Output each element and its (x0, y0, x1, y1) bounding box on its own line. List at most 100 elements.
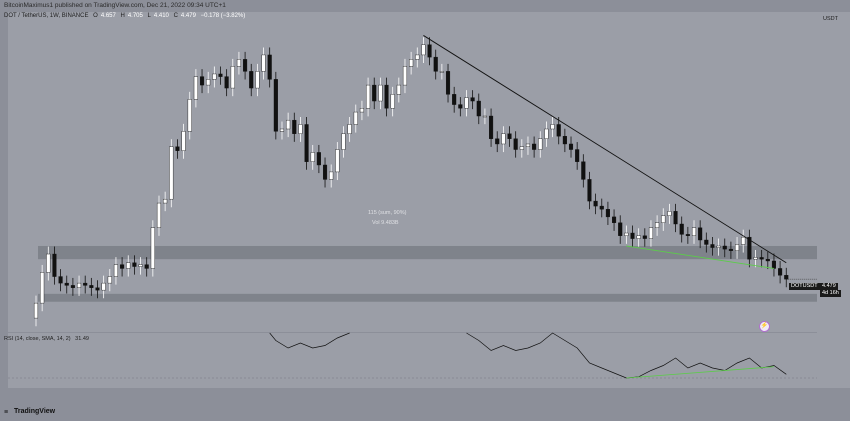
candle-body (673, 211, 678, 225)
candle-body (735, 244, 740, 251)
candle-body (581, 161, 586, 180)
candle-body (458, 104, 463, 109)
candle-body (691, 227, 697, 236)
candle-body (741, 236, 746, 245)
candle-body (218, 73, 223, 77)
last-price-text: 4.479 (822, 283, 836, 289)
candle-body (95, 287, 100, 291)
candle-body (77, 282, 82, 288)
descending-trendline (423, 35, 787, 264)
candle-body (698, 227, 703, 241)
candle-body (58, 276, 63, 284)
candle-body (532, 143, 537, 150)
price-axis[interactable]: USDT (817, 12, 850, 388)
candle-body (544, 128, 549, 139)
candle-body (187, 99, 192, 132)
candle-body (138, 264, 143, 267)
low-value: 4.410 (153, 13, 169, 19)
candle-body (747, 236, 752, 260)
candle-body (704, 239, 709, 245)
candle-body (464, 97, 469, 109)
candle-body (52, 253, 57, 277)
candle-body (556, 124, 561, 137)
candle-body (70, 285, 75, 288)
candle-body (445, 71, 451, 95)
candle-body (347, 124, 352, 134)
tradingview-logo-icon: ≡ (4, 409, 9, 416)
candle-body (716, 245, 721, 248)
candle-body (396, 84, 401, 95)
candle-body (489, 115, 494, 139)
candle-body (685, 234, 690, 236)
publisher-text: BitcoinMaximus1 published on TradingView… (4, 2, 226, 9)
candle-body (33, 302, 39, 319)
price-ticker-text: DOTUSDT (791, 283, 818, 289)
lightning-icon[interactable]: ⚡ (759, 321, 770, 332)
candle-body (341, 133, 346, 150)
open-value: 4.657 (100, 13, 116, 19)
volume-tooltip-line1: 115 (sum, 90%) (368, 210, 407, 216)
candle-body (378, 84, 383, 102)
high-value: 4.705 (127, 13, 143, 19)
candle-body (107, 276, 112, 284)
change-value: −0.178 (−3.82%) (200, 13, 246, 19)
candle-body (409, 59, 414, 67)
candle-body (771, 260, 776, 269)
candle-body (83, 282, 88, 286)
candle-body (249, 71, 254, 89)
publisher-bar: BitcoinMaximus1 published on TradingView… (0, 0, 850, 12)
candle-body (322, 164, 328, 180)
candle-body (778, 268, 783, 276)
volume-tooltip-line2: Vol 9.483B (372, 220, 399, 226)
candle-body (759, 257, 764, 260)
high-label: H (120, 13, 125, 19)
candle-body (372, 84, 377, 102)
candle-body (279, 128, 285, 132)
candle-body (612, 216, 617, 223)
candle-body (175, 146, 180, 151)
candle-body (753, 257, 758, 260)
candle-body (728, 248, 733, 251)
close-label: C (173, 13, 178, 19)
candle-body (501, 133, 506, 145)
candle-body (587, 179, 592, 202)
candle-body (630, 232, 635, 239)
candle-body (427, 44, 432, 58)
candle-body (156, 202, 162, 228)
candle-body (46, 253, 51, 273)
candle-body (40, 272, 45, 304)
support-trendline (626, 245, 775, 269)
candle-body (163, 198, 168, 204)
price-ticker-badge: DOTUSDT (789, 283, 820, 290)
candle-body (310, 152, 315, 162)
candle-body (568, 143, 574, 150)
time-axis[interactable] (8, 388, 817, 403)
candle-body (169, 146, 174, 200)
candle-body (193, 76, 198, 100)
candle-body (224, 76, 229, 89)
rsi-support-trendline (626, 366, 774, 379)
candle-body (243, 59, 248, 72)
support-zone (38, 293, 817, 302)
candle-body (765, 258, 770, 262)
close-value: 4.479 (180, 13, 196, 19)
axis-title: USDT (823, 16, 838, 22)
candle-body (722, 245, 727, 250)
candle-body (525, 143, 531, 147)
candle-body (255, 71, 260, 89)
candle-body (605, 208, 610, 218)
candle-body (593, 200, 598, 207)
rsi-pane[interactable] (8, 333, 817, 388)
candle-body (575, 149, 580, 162)
candle-body (439, 71, 444, 73)
candle-body (679, 223, 684, 235)
candle-body (353, 111, 358, 125)
candle-body (599, 205, 604, 210)
candle-body (286, 119, 291, 130)
candle-body (507, 133, 512, 139)
candle-body (126, 262, 131, 269)
rsi-legend: RSI (14, close, SMA, 14, 2) 31.49 (4, 336, 89, 342)
symbol-name: DOT / TetherUS, 1W, BINANCE (4, 13, 89, 19)
candle-body (144, 264, 149, 269)
